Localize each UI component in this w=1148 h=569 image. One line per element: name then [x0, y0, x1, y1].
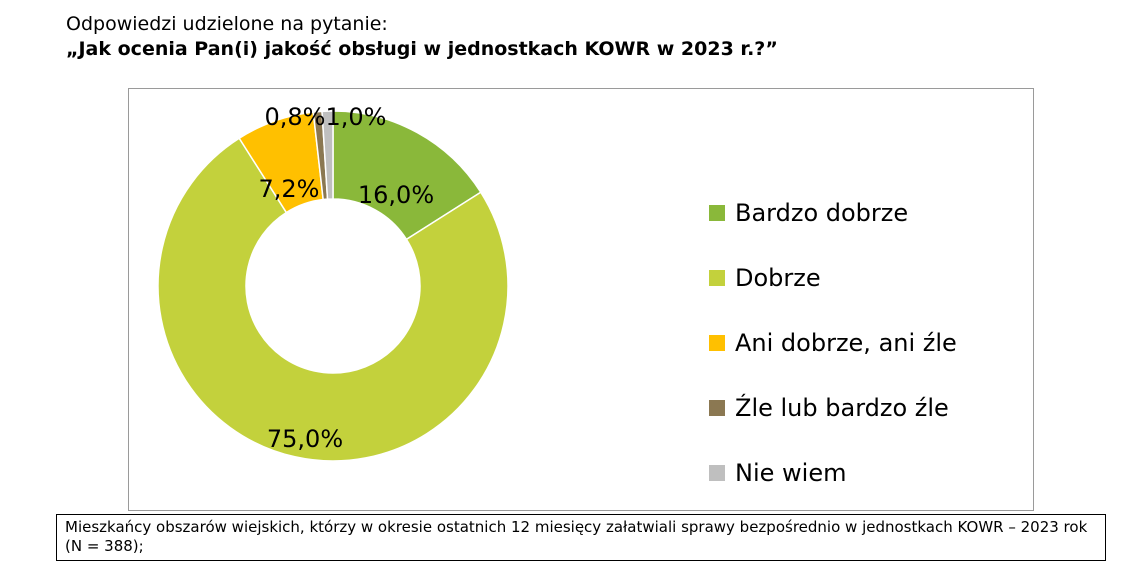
legend-label: Dobrze	[735, 263, 821, 292]
chart-legend: Bardzo dobrze Dobrze Ani dobrze, ani źle Źl…	[709, 180, 957, 505]
chart-title: Odpowiedzi udzielone na pytanie: „Jak oc…	[66, 12, 778, 62]
legend-label: Nie wiem	[735, 458, 847, 487]
legend-swatch	[709, 269, 725, 286]
legend-label: Ani dobrze, ani źle	[735, 328, 957, 357]
slice-5	[321, 110, 334, 200]
legend-item-1: Bardzo dobrze	[709, 180, 957, 245]
legend-item-3: Ani dobrze, ani źle	[709, 310, 957, 375]
legend-swatch	[709, 204, 725, 221]
footnote: Mieszkańcy obszarów wiejskich, którzy w …	[56, 514, 1106, 561]
donut-chart: 16,0% 75,0% 7,2% 0,8% 1,0%	[157, 103, 509, 462]
legend-label: Bardzo dobrze	[735, 198, 909, 227]
data-label-3: 7,2%	[259, 175, 320, 203]
data-label-5: 1,0%	[326, 103, 387, 131]
data-label-1: 16,0%	[358, 181, 434, 209]
data-label-4: 0,8%	[265, 103, 326, 131]
slice-2	[157, 137, 509, 462]
legend-swatch	[709, 399, 725, 416]
legend-item-5: Nie wiem	[709, 440, 957, 505]
data-label-2: 75,0%	[267, 425, 343, 453]
question-text: „Jak ocenia Pan(i) jakość obsługi w jedn…	[66, 38, 778, 60]
legend-label: Źle lub bardzo źle	[735, 393, 949, 422]
question-intro: Odpowiedzi udzielone na pytanie:	[66, 13, 388, 35]
legend-swatch	[709, 334, 725, 351]
legend-item-4: Źle lub bardzo źle	[709, 375, 957, 440]
legend-swatch	[709, 464, 725, 481]
legend-item-2: Dobrze	[709, 245, 957, 310]
chart-frame	[128, 88, 1034, 511]
